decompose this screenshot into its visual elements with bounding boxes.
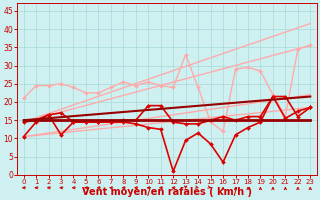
X-axis label: Vent moyen/en rafales ( km/h ): Vent moyen/en rafales ( km/h ) bbox=[82, 187, 252, 197]
